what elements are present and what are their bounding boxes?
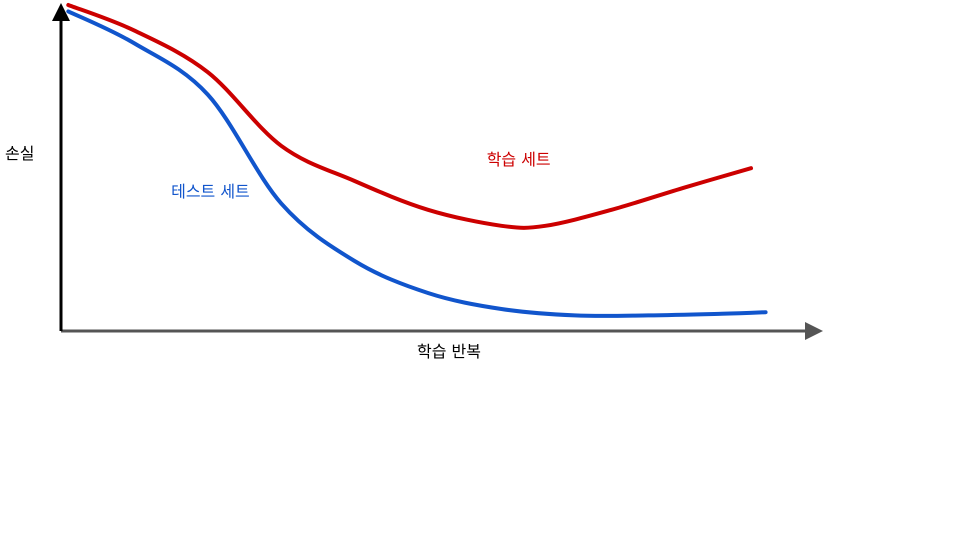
series-line-1 (66, 9, 768, 318)
series-line-0 (66, 3, 753, 230)
x-axis-label: 학습 반복 (417, 342, 481, 361)
series-label-0: 학습 세트 (487, 150, 551, 169)
series-label-1: 테스트 세트 (171, 182, 250, 201)
y-axis-label: 손실 (5, 144, 34, 163)
